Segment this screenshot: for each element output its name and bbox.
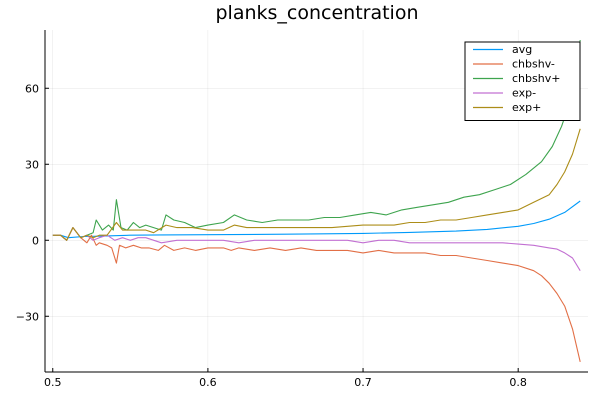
legend-label-exp+: exp+ <box>512 101 541 114</box>
series-line-avg <box>52 200 581 239</box>
y-tick-label: 30 <box>25 158 39 171</box>
legend-label-chbshv+: chbshv+ <box>512 72 560 85</box>
legend-label-chbshv-: chbshv- <box>512 58 555 71</box>
x-tick-label: 0.8 <box>509 376 527 389</box>
tick-labels: 0.5 0.6 0.7 0.8 −30 0 30 60 <box>16 82 527 389</box>
series-line-exp+ <box>52 128 581 241</box>
legend-label-avg: avg <box>512 43 532 56</box>
y-tick-label: −30 <box>16 310 39 323</box>
series-line-chbshv+ <box>52 40 581 241</box>
series-line-exp- <box>52 227 581 271</box>
y-tick-label: 60 <box>25 82 39 95</box>
x-tick-label: 0.5 <box>44 376 62 389</box>
chart-title: planks_concentration <box>215 2 418 24</box>
legend-label-exp-: exp- <box>512 87 536 100</box>
series-layer <box>52 40 581 363</box>
legend: avg chbshv-chbshv+ exp-exp+ <box>464 41 581 121</box>
x-tick-label: 0.7 <box>354 376 372 389</box>
series-line-chbshv- <box>52 227 581 363</box>
x-tick-label: 0.6 <box>199 376 217 389</box>
y-tick-label: 0 <box>32 234 39 247</box>
axes <box>44 30 588 373</box>
